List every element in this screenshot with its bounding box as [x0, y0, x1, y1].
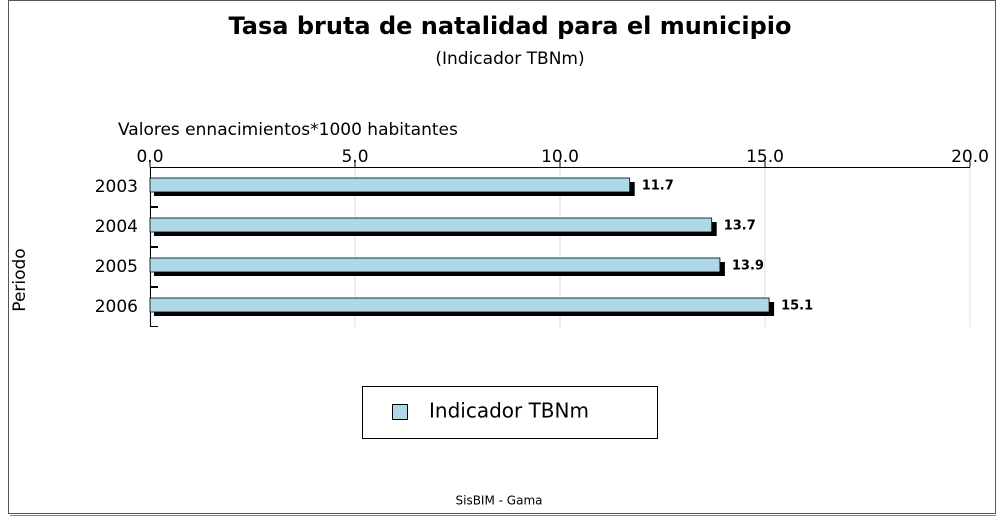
value-label: 13.7 — [724, 219, 756, 234]
value-label: 13.9 — [732, 259, 764, 274]
x-axis-label: Valores ennacimientos*1000 habitantes — [118, 120, 458, 140]
footer: SisBIM - Gama — [456, 494, 543, 508]
y-tick-label: 2005 — [95, 257, 138, 277]
x-tick-label: 5.0 — [341, 147, 368, 167]
value-label: 15.1 — [781, 299, 813, 314]
y-tick-label: 2006 — [95, 297, 138, 317]
x-tick-label: 10.0 — [541, 147, 579, 167]
value-label: 11.7 — [642, 179, 674, 194]
chart-title: Tasa bruta de natalidad para el municipi… — [229, 12, 792, 40]
bar — [149, 217, 713, 233]
bar — [149, 177, 631, 193]
bar — [149, 257, 721, 273]
x-tick-label: 20.0 — [951, 147, 989, 167]
y-axis-label: Periodo — [10, 248, 30, 311]
chart-subtitle: (Indicador TBNm) — [435, 49, 584, 69]
y-tick-label: 2003 — [95, 177, 138, 197]
legend-label: Indicador TBNm — [429, 399, 589, 423]
legend-swatch — [392, 404, 408, 420]
x-tick-label: 15.0 — [746, 147, 784, 167]
x-tick-label: 0.0 — [136, 147, 163, 167]
bar — [149, 297, 770, 313]
legend-box — [362, 386, 658, 439]
y-tick-label: 2004 — [95, 217, 138, 237]
